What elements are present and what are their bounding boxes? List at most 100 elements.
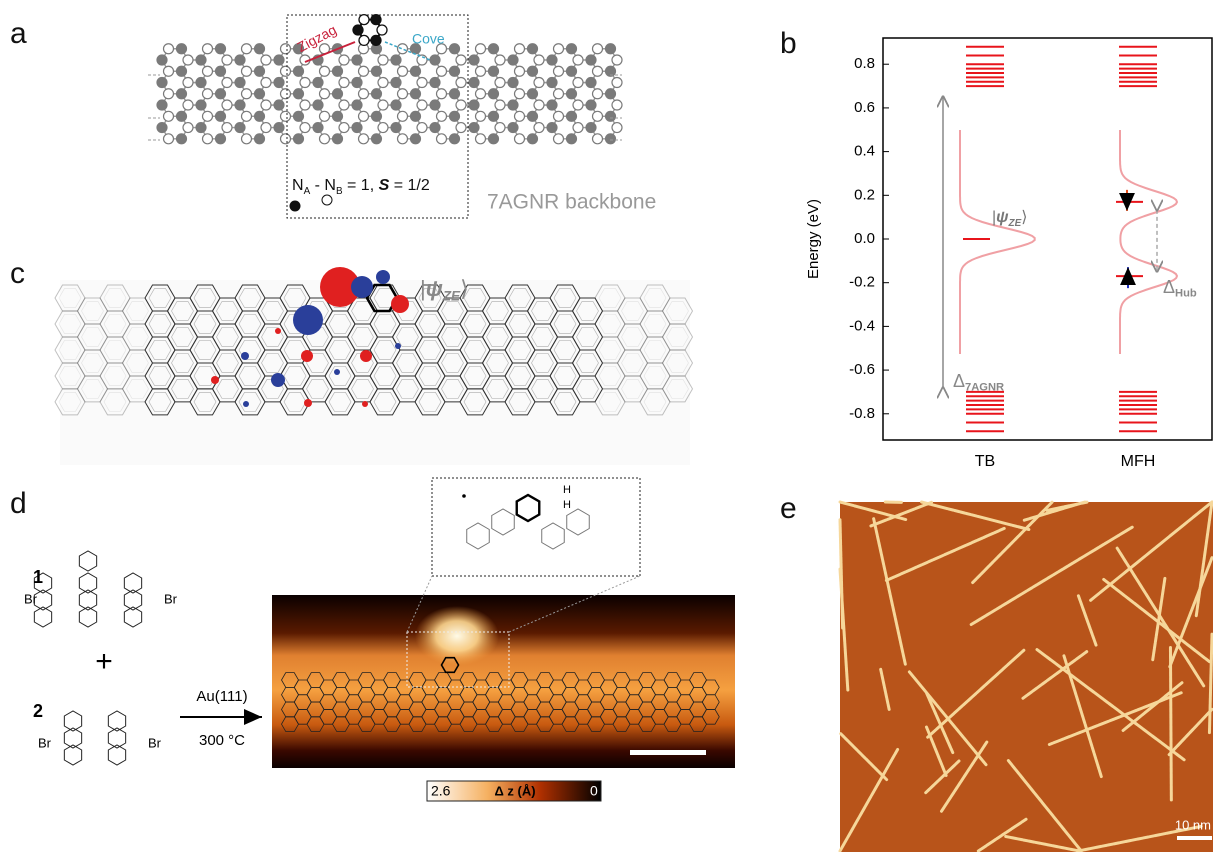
hydrogen: H xyxy=(563,499,571,511)
atom xyxy=(274,55,284,65)
panel-b: 0.80.60.40.20.0-0.2-0.4-0.6-0.8Energy (e… xyxy=(805,38,1212,470)
y-tick-label: -0.8 xyxy=(849,405,875,422)
atom xyxy=(469,78,479,88)
atom xyxy=(573,100,583,110)
atom xyxy=(222,100,232,110)
atom xyxy=(450,89,460,99)
density xyxy=(271,373,285,387)
atom xyxy=(196,100,206,110)
atom xyxy=(352,55,362,65)
formula-part: N xyxy=(292,177,304,194)
atom xyxy=(495,123,505,133)
atom xyxy=(606,111,616,121)
y-tick-label: 0.4 xyxy=(854,143,875,160)
atom xyxy=(300,78,310,88)
atom xyxy=(339,55,349,65)
cove-label: Cove xyxy=(412,31,445,47)
atom xyxy=(157,78,167,88)
atom xyxy=(222,78,232,88)
density xyxy=(334,369,340,375)
scale-bar xyxy=(1177,836,1212,840)
atom xyxy=(456,78,466,88)
atom xyxy=(450,111,460,121)
atom xyxy=(300,100,310,110)
stm-overview xyxy=(840,502,1213,852)
panel-a: ZigzagCoveNA - NB = 1, S = 1/27AGNR back… xyxy=(148,15,656,218)
atom xyxy=(476,44,486,54)
atom xyxy=(391,100,401,110)
atom xyxy=(528,111,538,121)
density xyxy=(211,376,219,384)
atom xyxy=(593,89,603,99)
atom xyxy=(586,78,596,88)
y-tick-label: -0.2 xyxy=(849,274,875,291)
atom xyxy=(547,123,557,133)
panel-label: b xyxy=(780,27,797,60)
atom xyxy=(222,123,232,133)
bromine: Br xyxy=(148,735,162,750)
atom xyxy=(508,55,518,65)
atom xyxy=(216,111,226,121)
atom xyxy=(515,89,525,99)
x-tick-label: MFH xyxy=(1121,453,1156,470)
y-tick-label: -0.6 xyxy=(849,361,875,378)
atom xyxy=(476,89,486,99)
atom xyxy=(183,123,193,133)
atom xyxy=(489,111,499,121)
atom xyxy=(417,123,427,133)
hub-label-part: Hub xyxy=(1175,287,1197,299)
atom xyxy=(313,100,323,110)
atom xyxy=(196,55,206,65)
atom xyxy=(216,89,226,99)
gap-label-part: Δ xyxy=(953,371,965,391)
y-tick-label: 0.6 xyxy=(854,99,875,116)
atom xyxy=(398,134,408,144)
atom xyxy=(554,134,564,144)
hydrogen: H xyxy=(563,484,571,496)
density xyxy=(362,401,368,407)
atom xyxy=(203,66,213,76)
atom xyxy=(547,55,557,65)
atom xyxy=(177,134,187,144)
atom xyxy=(554,66,564,76)
atom xyxy=(294,134,304,144)
atom xyxy=(359,111,369,121)
radical xyxy=(462,494,466,498)
atom xyxy=(339,100,349,110)
atom xyxy=(391,123,401,133)
substrate: Au(111) xyxy=(196,688,247,705)
atom xyxy=(177,66,187,76)
atom xyxy=(281,134,291,144)
formula-part: = 1/2 xyxy=(389,177,430,194)
atom xyxy=(437,66,447,76)
atom xyxy=(378,78,388,88)
atom xyxy=(547,100,557,110)
y-tick-label: 0.2 xyxy=(854,186,875,203)
atom xyxy=(261,78,271,88)
atom xyxy=(313,78,323,88)
plus: + xyxy=(95,645,113,678)
atom xyxy=(281,44,291,54)
atom xyxy=(469,123,479,133)
atom xyxy=(261,123,271,133)
atom xyxy=(294,89,304,99)
atom xyxy=(372,66,382,76)
y-tick-label: -0.4 xyxy=(849,317,875,334)
density xyxy=(351,276,373,298)
atom xyxy=(606,44,616,54)
atom xyxy=(359,66,369,76)
density xyxy=(304,399,312,407)
y-tick-label: 0.8 xyxy=(854,55,875,72)
formula: NA - NB = 1, S = 1/2 xyxy=(292,177,430,196)
atom xyxy=(216,44,226,54)
atom xyxy=(281,111,291,121)
atom xyxy=(495,78,505,88)
atom xyxy=(177,44,187,54)
molecule-number: 2 xyxy=(33,701,43,721)
dos-curve xyxy=(960,130,1035,354)
atom xyxy=(573,123,583,133)
atom xyxy=(450,134,460,144)
atom xyxy=(359,134,369,144)
atom xyxy=(320,66,330,76)
